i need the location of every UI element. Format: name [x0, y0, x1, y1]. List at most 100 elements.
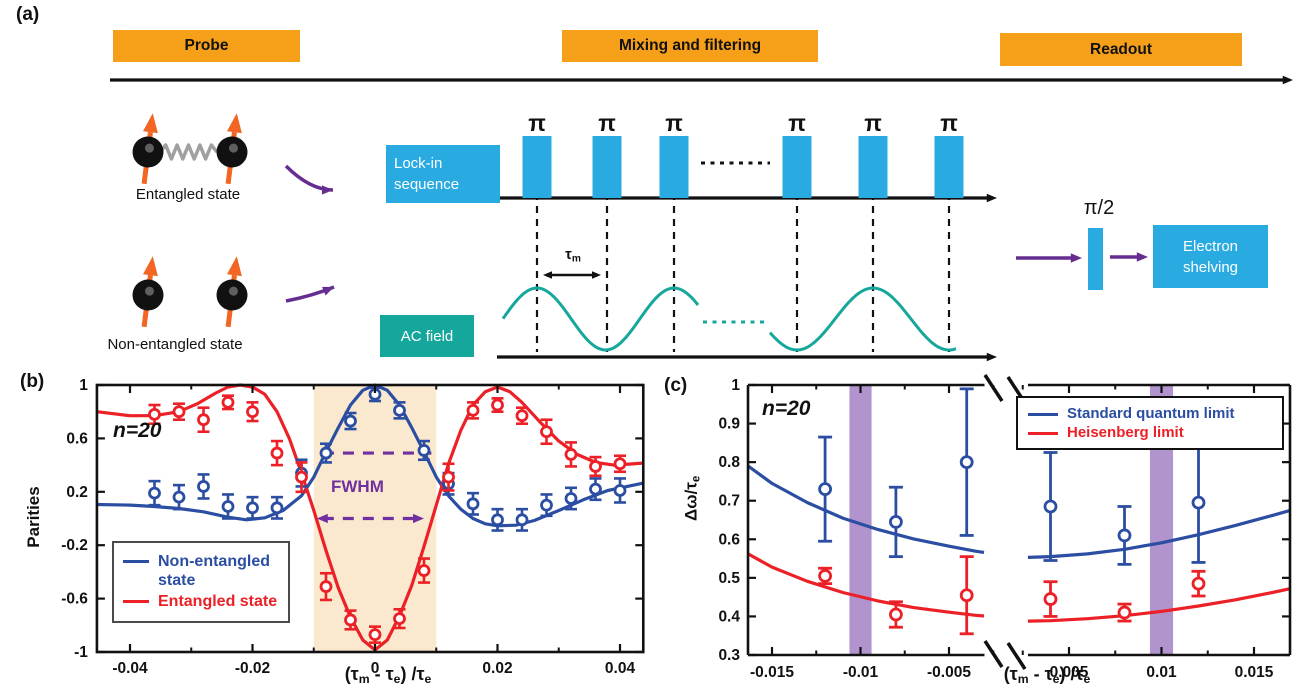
highlight-band: [849, 385, 872, 655]
data-point: [393, 612, 406, 626]
data-point: [270, 446, 284, 460]
data-point: [393, 403, 406, 417]
legend-item-heisenberg: Heisenberg limit: [1028, 424, 1272, 441]
pi-pulse-label: π: [665, 110, 683, 136]
data-point: [148, 407, 161, 421]
chart-b-n-annotation: n=20: [113, 419, 162, 442]
pi-pulse-label: π: [598, 110, 616, 136]
data-point: [540, 498, 553, 512]
pi-pulse-label: π: [940, 110, 958, 136]
arrowhead: [322, 185, 333, 195]
chart-b-y-axis-label: Parities: [24, 486, 43, 548]
data-point: [515, 409, 529, 423]
shelving-line-1: Electron: [1182, 237, 1239, 255]
x-tick-label: 0.04: [605, 660, 636, 677]
model-curve: [1027, 508, 1291, 559]
data-point: [344, 613, 357, 627]
y-tick-label: 0.4: [718, 608, 740, 625]
chart-c-x-axis-label: (τm - τe) /τe: [1003, 664, 1091, 687]
arrowhead: [1070, 253, 1082, 263]
x-tick-label: -0.015: [750, 664, 794, 681]
data-point: [818, 569, 832, 583]
x-tick-label: 0.015: [1235, 664, 1274, 681]
chart-b-legend: Non-entangled state Entangled state: [112, 541, 290, 623]
y-tick-label: 0.6: [718, 531, 740, 548]
chart-b: -0.04 -0.02 0 0.02 0.04 1 0.6 0.2 -0.2 -0.6 -1: [61, 377, 645, 677]
pi-pulse-rect: [522, 136, 552, 198]
ion-highlight: [144, 143, 154, 153]
stage-mixing-filtering: Mixing and filtering: [562, 30, 818, 62]
ion-highlight: [228, 286, 238, 296]
pi-pulse-label: π: [528, 110, 546, 136]
legend-line-swatch: [123, 560, 149, 563]
x-tick-label: 0.005: [1050, 664, 1089, 681]
chart-c: -0.015 -0.01 -0.005 0.005 0.01 0.015 1 0.9 0.8 0.…: [718, 374, 1292, 681]
arrowhead: [413, 513, 424, 524]
lockin-sequence-box: Lock-in sequence: [386, 145, 500, 203]
legend-item-sql: Standard quantum limit: [1028, 405, 1272, 422]
legend-item-label: Standard quantum limit: [1067, 405, 1235, 422]
data-point: [221, 395, 235, 409]
pi-half-label: π/2: [1083, 197, 1115, 219]
tau-m-label: τm: [565, 246, 581, 265]
ac-sine-wave: [768, 286, 957, 352]
data-point: [172, 405, 186, 419]
arrowhead: [986, 193, 997, 203]
data-point: [466, 403, 480, 417]
arrowhead: [1282, 75, 1293, 85]
arrowhead: [592, 271, 601, 279]
legend-item-entangled: Entangled state: [123, 592, 279, 611]
y-tick-label: 0.9: [718, 416, 740, 433]
data-point: [417, 564, 431, 577]
x-tick-label: 0.01: [1146, 664, 1177, 681]
data-point: [344, 414, 357, 428]
data-point: [540, 425, 553, 439]
spin-arrowhead: [226, 113, 242, 134]
y-tick-label: 0.2: [66, 484, 88, 501]
y-tick-label: 0.7: [718, 493, 740, 510]
spin-arrowhead: [142, 256, 158, 277]
panel-c-label: (c): [664, 375, 688, 396]
pi-pulse-rect: [858, 136, 888, 198]
entangled-state-caption: Entangled state: [135, 186, 241, 203]
data-point: [1191, 495, 1206, 510]
arrowhead: [322, 286, 334, 296]
pi-pulse-label: π: [788, 110, 806, 136]
data-point: [1043, 592, 1058, 606]
y-tick-label: 1: [731, 377, 740, 394]
panel-a-label: (a): [16, 4, 40, 25]
data-point: [515, 513, 529, 527]
y-tick-label: 0.6: [66, 430, 88, 447]
data-point: [270, 501, 284, 515]
model-curve: [1027, 587, 1291, 623]
legend-item-label: Entangled state: [158, 593, 278, 611]
flow-arrow: [284, 164, 334, 192]
plot-box: [95, 383, 645, 654]
data-point: [417, 444, 431, 457]
pi-pulse-label: π: [864, 110, 882, 136]
data-point: [197, 413, 210, 427]
data-point: [889, 515, 903, 529]
data-point: [564, 492, 578, 505]
data-point: [613, 457, 627, 471]
lockin-line-2: sequence: [394, 176, 460, 193]
qubit-spin: [132, 256, 164, 328]
data-point: [1043, 499, 1058, 514]
data-point: [589, 460, 602, 473]
y-tick-label: 1: [79, 377, 88, 394]
chart-c-y-axis-label: Δω/τe: [681, 475, 703, 521]
axis-break-slash: [1006, 642, 1027, 670]
x-tick-label: -0.01: [843, 664, 879, 681]
y-tick-label: -1: [74, 644, 88, 661]
data-point: [295, 470, 308, 484]
data-point: [319, 580, 333, 593]
ion-highlight: [144, 286, 154, 296]
data-point: [959, 455, 974, 470]
x-tick-label: -0.02: [235, 660, 270, 677]
y-tick-label: 0.5: [718, 570, 740, 587]
data-point: [319, 446, 333, 460]
data-point: [442, 470, 455, 484]
